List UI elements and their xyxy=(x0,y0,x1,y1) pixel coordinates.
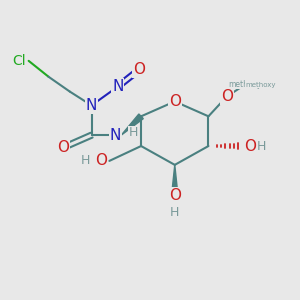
Text: N: N xyxy=(110,128,121,142)
Text: N: N xyxy=(112,79,124,94)
Text: N: N xyxy=(86,98,97,113)
Text: O: O xyxy=(95,153,107,168)
Polygon shape xyxy=(172,165,178,196)
Text: O: O xyxy=(169,94,181,109)
Text: H: H xyxy=(170,206,179,220)
Text: methoxy: methoxy xyxy=(245,82,276,88)
Text: O: O xyxy=(244,139,256,154)
Text: H: H xyxy=(81,154,91,167)
Text: O: O xyxy=(169,188,181,203)
Text: H: H xyxy=(257,140,266,152)
Text: methoxy: methoxy xyxy=(228,80,262,89)
Text: Cl: Cl xyxy=(13,54,26,68)
Polygon shape xyxy=(121,114,143,135)
Text: H: H xyxy=(129,126,138,139)
Text: O: O xyxy=(57,140,69,155)
Text: O: O xyxy=(133,62,145,77)
Text: O: O xyxy=(221,89,233,104)
